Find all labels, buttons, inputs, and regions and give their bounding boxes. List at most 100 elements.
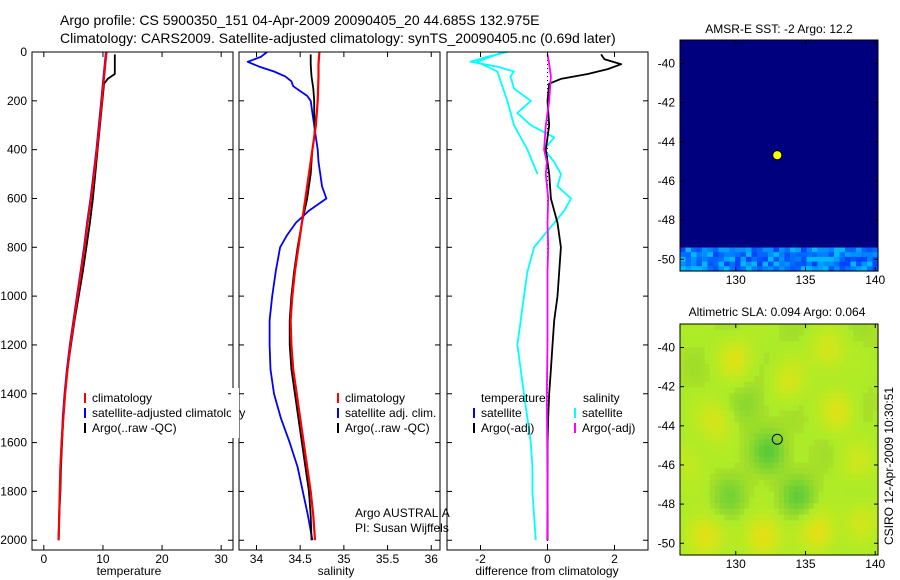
sla-cell: [818, 549, 825, 556]
sla-cell: [848, 439, 854, 446]
sst-cell: [746, 247, 753, 253]
sla-cell: [764, 329, 770, 337]
sla-cell: [754, 341, 760, 348]
sla-cell: [689, 439, 696, 446]
sla-cell: [788, 439, 795, 446]
sla-cell: [689, 445, 696, 452]
sla-cell: [788, 474, 795, 481]
sla-cell: [684, 497, 691, 504]
sst-cell: [729, 261, 736, 267]
sla-cell: [709, 416, 716, 423]
x-tick-label: 10: [96, 552, 110, 566]
sst-cell: [685, 256, 692, 263]
sla-cell: [769, 485, 775, 493]
sla-cell: [764, 543, 770, 550]
sla-cell: [764, 404, 770, 412]
sst-cell: [707, 252, 714, 258]
sla-cell: [739, 416, 745, 423]
sla-cell: [719, 462, 726, 469]
sla-cell: [754, 427, 760, 435]
sla-cell: [719, 451, 726, 458]
x-tick-label: 35.5: [376, 552, 400, 566]
sla-cell: [764, 422, 770, 429]
sla-cell: [734, 341, 740, 348]
sla-cell: [803, 445, 810, 452]
sst-cell: [702, 261, 709, 267]
sla-cell: [818, 416, 825, 423]
sla-cell: [694, 324, 701, 331]
sla-cell: [684, 503, 691, 510]
sst-cell: [724, 261, 731, 267]
sla-cell: [774, 451, 780, 458]
sla-cell: [848, 358, 854, 366]
sla-cell: [749, 387, 755, 394]
sla-cell: [714, 445, 721, 452]
sla-cell: [719, 526, 726, 533]
sla-cell: [739, 479, 745, 487]
sla-cell: [838, 427, 844, 435]
sla-cell: [803, 335, 810, 342]
series-line-temperature-satellite: [469, 51, 572, 541]
sla-cell: [808, 352, 815, 360]
sla-cell: [704, 387, 711, 394]
sla-cell: [833, 531, 839, 539]
sla-cell: [719, 358, 726, 366]
sla-cell: [749, 491, 755, 498]
sla-cell: [838, 456, 844, 464]
sla-cell: [724, 503, 731, 510]
sla-cell: [779, 497, 785, 504]
sla-cell: [808, 375, 815, 383]
sla-cell: [699, 503, 706, 510]
sla-cell: [689, 508, 696, 516]
sla-cell: [848, 324, 854, 331]
sla-cell: [680, 491, 686, 498]
sla-cell: [724, 381, 731, 389]
sla-cell: [684, 508, 691, 516]
sla-cell: [813, 341, 820, 348]
sla-cell: [719, 370, 726, 377]
sla-cell: [788, 381, 795, 389]
sla-cell: [873, 491, 879, 498]
sla-cell: [783, 439, 790, 446]
sla-cell: [769, 341, 775, 348]
sla-cell: [868, 404, 874, 412]
temperature-xlabel: temperature: [97, 564, 162, 578]
sst-cell: [790, 266, 797, 272]
sst-cell: [718, 247, 725, 253]
sla-cell: [734, 427, 740, 435]
sla-cell: [704, 393, 711, 400]
sla-cell: [714, 439, 721, 446]
sla-cell: [843, 491, 849, 498]
sla-cell: [818, 335, 825, 342]
sla-cell: [749, 503, 755, 510]
sla-cell: [729, 474, 736, 481]
sla-cell: [739, 393, 745, 400]
sla-cell: [858, 410, 864, 417]
sla-cell: [734, 474, 740, 481]
sla-cell: [873, 404, 879, 412]
sst-cell: [718, 266, 725, 272]
sla-cell: [833, 514, 839, 521]
sla-cell: [734, 422, 740, 429]
sla-cell: [838, 335, 844, 342]
sla-cell: [873, 543, 879, 550]
sla-cell: [684, 485, 691, 493]
difference-legend: temperature salinity satellite Argo(-adj…: [473, 391, 635, 435]
sla-cell: [694, 537, 701, 545]
sla-cell: [868, 497, 874, 504]
sst-cell: [768, 261, 775, 267]
sla-cell: [684, 364, 691, 371]
sla-cell: [863, 364, 869, 371]
sla-cell: [774, 468, 780, 475]
sla-cell: [724, 479, 731, 487]
argo-position-marker: [771, 433, 783, 445]
sst-cell: [735, 256, 742, 263]
sla-cell: [793, 364, 800, 371]
sla-cell: [764, 358, 770, 366]
sla-cell: [873, 427, 879, 435]
sla-cell: [848, 462, 854, 469]
sla-cell: [798, 352, 805, 360]
sla-cell: [843, 393, 849, 400]
sla-cell: [788, 404, 795, 412]
sla-cell: [868, 387, 874, 394]
